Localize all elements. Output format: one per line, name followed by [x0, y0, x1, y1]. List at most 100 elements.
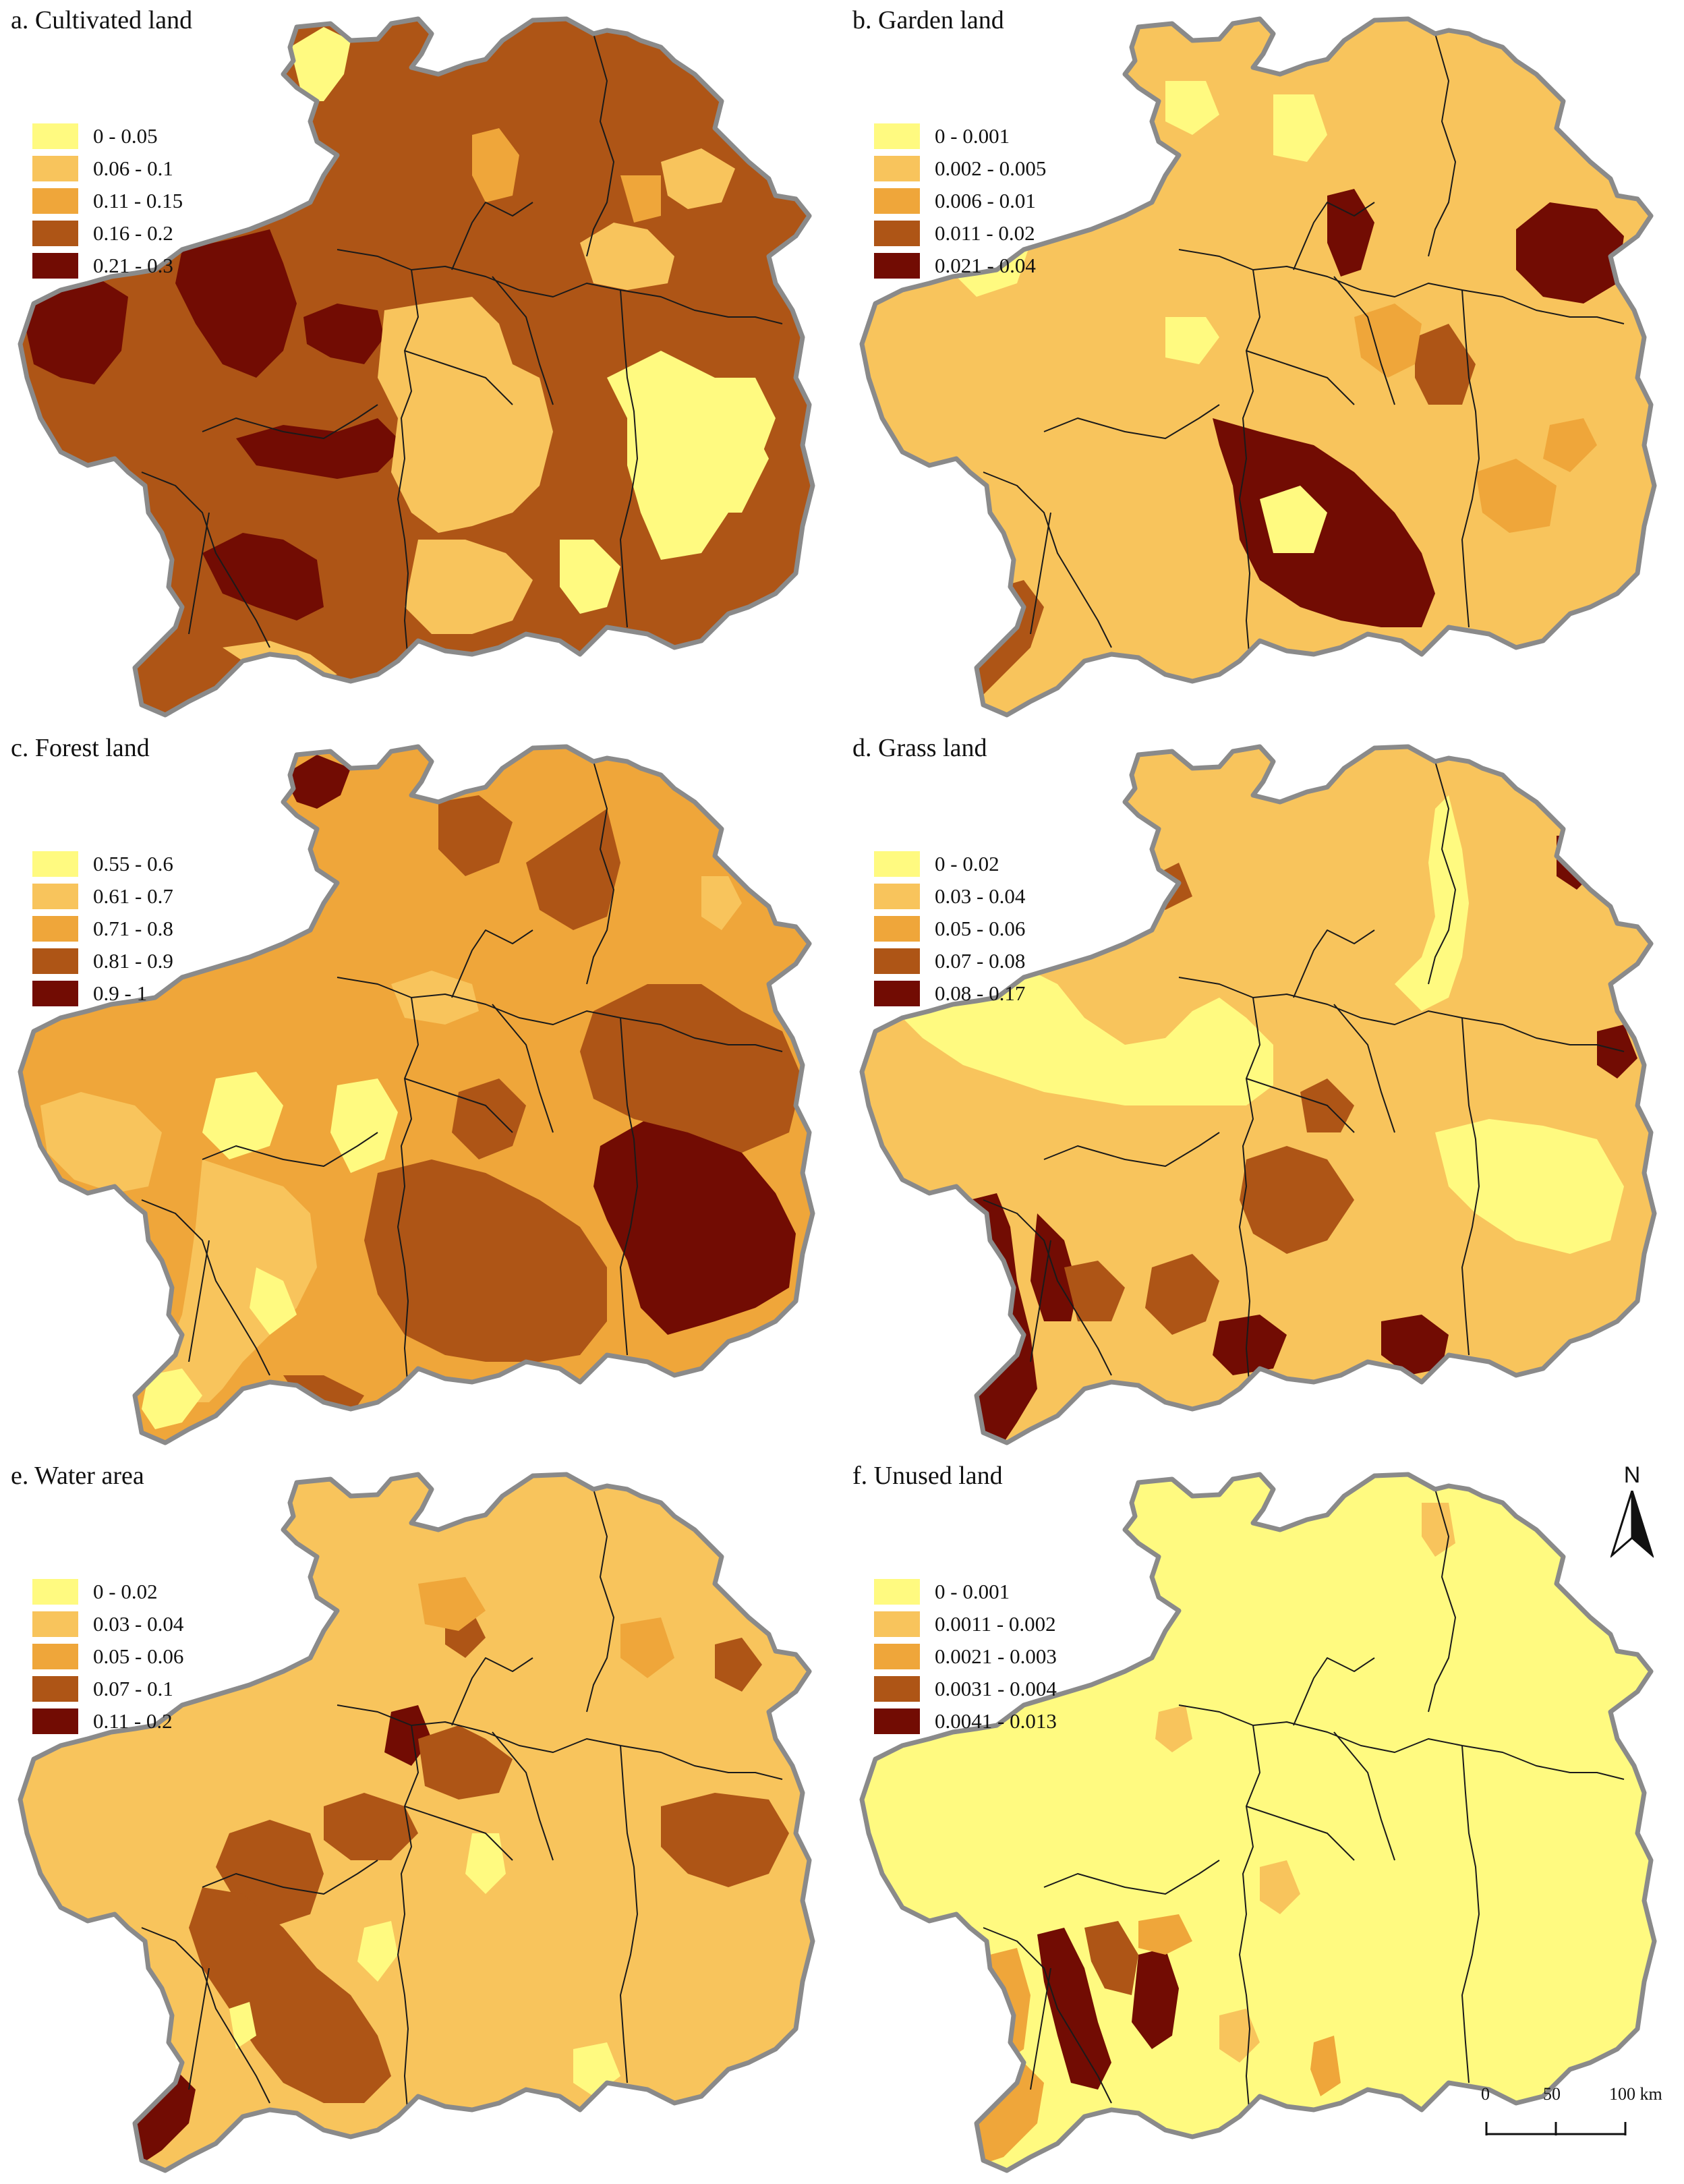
prefecture-boundary — [141, 1927, 270, 2104]
prefecture-boundary — [1178, 1704, 1625, 1780]
panel-title: d. Grass land — [852, 734, 987, 762]
legend-label: 0.9 - 1 — [93, 981, 148, 1005]
prefecture-boundary — [586, 1489, 614, 1713]
legend-label: 0 - 0.001 — [935, 124, 1010, 148]
legend-swatch — [32, 1611, 78, 1637]
legend-item: 0.05 - 0.06 — [874, 913, 1025, 945]
map-forest-land — [18, 744, 815, 1445]
county-region — [142, 1369, 202, 1429]
prefecture-boundary — [188, 1967, 210, 2090]
county-region — [1064, 1261, 1125, 1321]
legend-label: 0 - 0.02 — [935, 852, 999, 875]
legend-swatch — [874, 948, 920, 974]
prefecture-boundaries — [983, 1489, 1625, 2117]
prefecture-boundary — [451, 202, 533, 270]
legend-item: 0 - 0.02 — [874, 848, 1025, 880]
county-regions — [135, 1577, 789, 2164]
legend-item: 0.07 - 0.1 — [32, 1673, 183, 1705]
legend-label: 0.002 - 0.005 — [935, 156, 1047, 180]
county-region — [1476, 459, 1557, 533]
prefecture-boundary — [404, 350, 513, 405]
north-arrow: N — [1605, 1462, 1659, 1563]
map-cultivated-land — [18, 16, 815, 718]
legend-label: 0 - 0.02 — [93, 1580, 158, 1603]
county-region — [303, 304, 384, 364]
prefecture-boundary — [1428, 761, 1456, 985]
legend-item: 0.07 - 0.08 — [874, 945, 1025, 977]
legend-item: 0.71 - 0.8 — [32, 913, 173, 945]
prefecture-boundary — [586, 33, 614, 257]
legend-item: 0.05 - 0.06 — [32, 1640, 183, 1673]
legend-label: 0 - 0.05 — [93, 124, 158, 148]
county-region — [1516, 202, 1624, 304]
legend-swatch — [32, 851, 78, 877]
north-arrow-icon — [1610, 1491, 1654, 1558]
prefecture-boundaries — [141, 1489, 783, 2117]
prefecture-boundary — [1043, 1132, 1220, 1167]
prefecture-boundary — [1293, 1657, 1375, 1726]
legend-item: 0.11 - 0.2 — [32, 1705, 183, 1737]
county-region — [1273, 94, 1327, 162]
legend-label: 0.11 - 0.2 — [93, 1709, 173, 1733]
legend-item: 0.0011 - 0.002 — [874, 1608, 1057, 1640]
county-region — [1435, 1119, 1624, 1254]
county-region — [283, 755, 351, 809]
county-region — [418, 1577, 486, 1631]
province-fill — [20, 1474, 813, 2171]
prefecture-boundary — [1333, 276, 1395, 405]
county-region — [620, 175, 661, 223]
province-border — [859, 16, 1657, 718]
county-region — [202, 533, 324, 621]
legend-label: 0.71 - 0.8 — [93, 917, 173, 940]
prefecture-boundary — [1030, 512, 1051, 635]
legend-label: 0.07 - 0.1 — [93, 1677, 173, 1700]
scale-bar: 0 50 100 km — [1477, 2084, 1666, 2165]
legend-swatch — [32, 1644, 78, 1669]
legend-label: 0.03 - 0.04 — [93, 1612, 184, 1636]
legend-swatch — [32, 916, 78, 942]
county-region — [189, 1887, 391, 2103]
prefecture-boundary — [1043, 1860, 1220, 1895]
legend-item: 0.16 - 0.2 — [32, 217, 183, 250]
legend-item: 0.61 - 0.7 — [32, 880, 173, 913]
prefecture-boundary — [492, 1004, 554, 1133]
legend-label: 0.05 - 0.06 — [935, 917, 1026, 940]
prefecture-boundary — [983, 471, 1112, 648]
prefecture-boundary — [1178, 977, 1625, 1052]
county-region — [701, 876, 742, 930]
county-region — [1310, 2036, 1341, 2096]
county-region — [465, 1833, 506, 1894]
legend-swatch — [32, 1676, 78, 1702]
legend-swatch — [874, 1579, 920, 1605]
legend-swatch — [874, 1708, 920, 1734]
legend: 0 - 0.001 0.002 - 0.005 0.006 - 0.01 0.011 … — [874, 120, 1046, 282]
prefecture-boundary — [337, 977, 783, 1052]
legend-swatch — [874, 1644, 920, 1669]
scale-tick-50: 50 — [1543, 2084, 1561, 2104]
legend-swatch — [874, 851, 920, 877]
province-border — [859, 1472, 1657, 2173]
county-region — [1415, 324, 1476, 405]
legend-swatch — [32, 981, 78, 1006]
legend: 0 - 0.05 0.06 - 0.1 0.11 - 0.15 0.16 - 0.2 0… — [32, 120, 183, 282]
county-region — [1395, 795, 1469, 1011]
legend-swatch — [32, 948, 78, 974]
county-region — [1165, 81, 1219, 135]
county-regions — [40, 755, 803, 1429]
legend-label: 0.16 - 0.2 — [93, 221, 173, 245]
prefecture-boundary — [1239, 997, 1260, 1389]
legend-label: 0 - 0.001 — [935, 1580, 1010, 1603]
county-region — [330, 1079, 398, 1173]
legend-label: 0.07 - 0.08 — [935, 949, 1026, 973]
county-region — [324, 1793, 418, 1860]
legend-item: 0.08 - 0.17 — [874, 977, 1025, 1010]
legend-label: 0.0021 - 0.003 — [935, 1644, 1057, 1668]
panel-title: b. Garden land — [852, 6, 1004, 34]
legend-label: 0.81 - 0.9 — [93, 949, 173, 973]
legend-item: 0.006 - 0.01 — [874, 185, 1046, 217]
prefecture-boundary — [404, 1806, 513, 1861]
legend-swatch — [32, 1708, 78, 1734]
prefecture-boundaries — [141, 33, 783, 662]
county-region — [405, 540, 533, 634]
panel-garden-land: b. Garden land 0 - 0.001 0.002 - 0.005 0.0… — [842, 0, 1683, 728]
